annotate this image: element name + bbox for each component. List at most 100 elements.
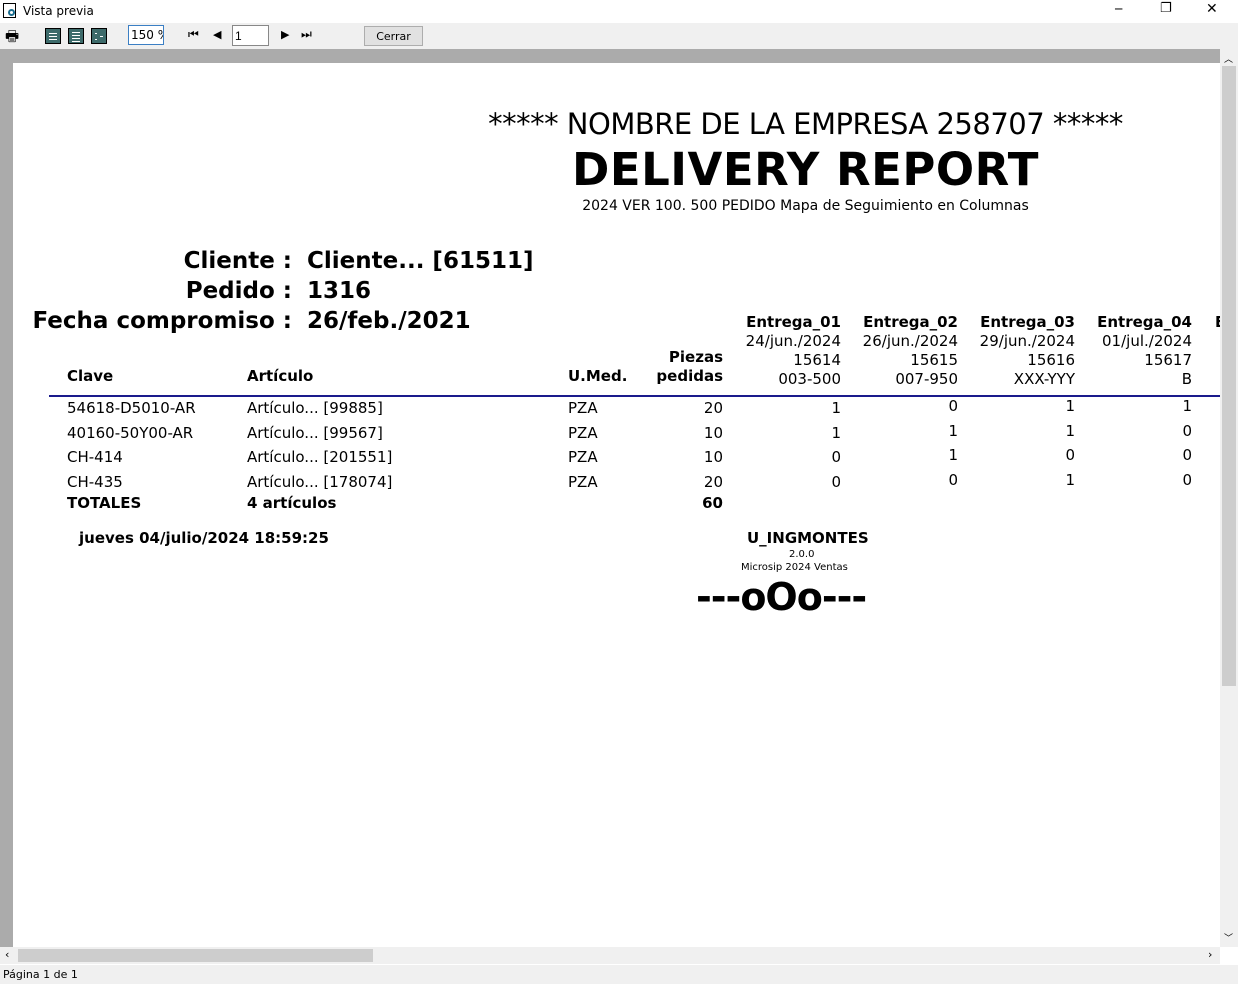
entrega-code: 003-500 [778,370,841,388]
report-title: DELIVERY REPORT [572,143,1039,196]
cell-entrega: 0 [831,448,841,466]
cell-entrega: 1 [1182,397,1192,415]
entrega-partial-header: E [1215,313,1220,331]
horizontal-scrollbar[interactable]: ‹ › [0,947,1220,964]
report-system: Microsip 2024 Ventas [741,562,848,573]
cell-entrega: 1 [831,399,841,417]
cell-entrega: 1 [1065,397,1075,415]
entrega-name: Entrega_04 [1097,313,1192,331]
entrega-code: XXX-YYY [1013,370,1075,388]
cell-entrega: 1 [1065,421,1075,440]
cell-umed: PZA [568,472,598,491]
end-mark: ---oOo--- [696,575,867,619]
entrega-name: Entrega_03 [980,313,1075,331]
entrega-code: B [1181,370,1192,388]
cell-piezas: 10 [703,448,723,466]
preview-icon [3,3,16,18]
toolbar: 🖶 ⏮ ◀ ▶ ⏭ Cerrar [0,23,1238,49]
cliente-value: Cliente... [61511] [307,248,534,274]
fecha-label: Fecha compromiso : [32,308,292,334]
vertical-scroll-thumb[interactable] [1222,66,1236,686]
cell-entrega: 1 [948,446,958,464]
totals-articulos: 4 artículos [247,494,337,512]
report-subtitle: 2024 VER 100. 500 PEDIDO Mapa de Seguimi… [582,198,1029,214]
print-icon[interactable]: 🖶 [5,27,20,45]
report-page: ***** NOMBRE DE LA EMPRESA 258707 ***** … [13,63,1220,947]
entrega-num: 15615 [910,351,958,369]
cliente-label: Cliente : [183,248,292,274]
prev-page-button[interactable]: ◀ [213,28,222,41]
cell-entrega: 1 [948,421,958,440]
cell-umed: PZA [568,423,598,442]
header-clave: Clave [67,367,114,385]
multi-page-icon[interactable] [91,28,107,44]
cell-piezas: 20 [703,399,723,417]
vertical-scrollbar[interactable]: ︿ ﹀ [1220,49,1238,947]
status-bar: Página 1 de 1 [0,965,1238,984]
header-divider [49,395,1220,397]
header-piezas: Piezas [668,348,723,366]
cell-piezas: 20 [703,472,723,491]
horizontal-scroll-thumb[interactable] [18,949,373,962]
cell-entrega: 0 [948,470,958,489]
entrega-name: Entrega_01 [746,313,841,331]
cell-entrega: 1 [831,423,841,442]
scroll-up-icon[interactable]: ︿ [1224,55,1234,65]
header-articulo: Artículo [247,367,314,385]
next-page-button[interactable]: ▶ [281,28,290,41]
first-page-button[interactable]: ⏮ [188,27,199,41]
cell-entrega: 0 [831,472,841,491]
cell-piezas: 10 [703,423,723,442]
page-input[interactable] [232,25,269,46]
cell-articulo: Artículo... [99567] [247,423,383,442]
entrega-code: 007-950 [895,370,958,388]
scroll-left-icon[interactable]: ‹ [5,948,10,961]
scroll-down-icon[interactable]: ﹀ [1224,934,1234,944]
cell-umed: PZA [568,448,598,466]
close-preview-button[interactable]: Cerrar [364,26,423,46]
report-timestamp: jueves 04/julio/2024 18:59:25 [79,529,329,547]
cell-clave: 54618-D5010-AR [67,399,196,417]
entrega-date: 01/jul./2024 [1102,332,1192,350]
cell-clave: CH-414 [67,448,123,466]
minimize-button[interactable]: ─ [1115,2,1123,16]
one-page-icon[interactable] [45,28,61,44]
page-width-icon[interactable] [68,28,84,44]
cell-clave: CH-435 [67,472,123,491]
scroll-right-icon[interactable]: › [1208,948,1213,961]
pedido-label: Pedido : [185,278,292,304]
header-umed: U.Med. [568,367,628,385]
cell-articulo: Artículo... [99885] [247,399,383,417]
cell-entrega: 0 [1182,421,1192,440]
pedido-value: 1316 [307,278,372,304]
restore-button[interactable]: ❐ [1160,1,1172,16]
cell-entrega: 0 [1182,446,1192,464]
totals-label: TOTALES [67,494,142,512]
entrega-name: Entrega_02 [863,313,958,331]
preview-area: ***** NOMBRE DE LA EMPRESA 258707 ***** … [0,49,1220,947]
cell-clave: 40160-50Y00-AR [67,423,194,442]
company-name: ***** NOMBRE DE LA EMPRESA 258707 ***** [488,107,1123,141]
entrega-num: 15614 [793,351,841,369]
entrega-date: 29/jun./2024 [979,332,1075,350]
cell-entrega: 0 [1065,446,1075,464]
close-button[interactable]: ✕ [1206,1,1218,17]
cell-umed: PZA [568,399,598,417]
cell-entrega: 0 [948,397,958,415]
zoom-input[interactable] [128,25,164,45]
title-bar: Vista previa ─ ❐ ✕ [0,0,1238,23]
header-pedidas: pedidas [656,367,723,385]
last-page-button[interactable]: ⏭ [301,27,312,41]
page-count: Página 1 de 1 [3,968,78,981]
cell-articulo: Artículo... [178074] [247,472,393,491]
entrega-num: 15617 [1144,351,1192,369]
window-title: Vista previa [23,4,94,18]
fecha-value: 26/feb./2021 [307,308,471,334]
cell-entrega: 0 [1182,470,1192,489]
report-version: 2.0.0 [789,549,815,560]
entrega-date: 26/jun./2024 [862,332,958,350]
totals-piezas: 60 [702,494,723,512]
cell-entrega: 1 [1065,470,1075,489]
cell-articulo: Artículo... [201551] [247,448,393,466]
entrega-num: 15616 [1027,351,1075,369]
